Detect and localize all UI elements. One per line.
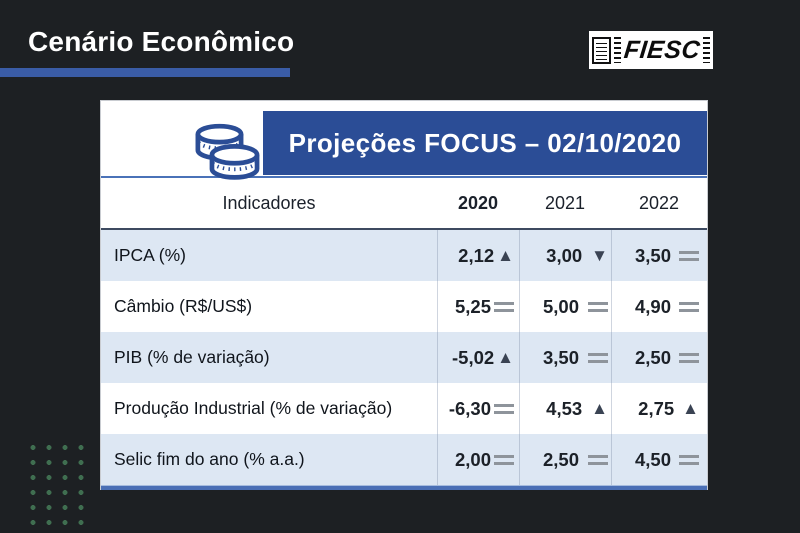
column-header-2022: 2022 bbox=[638, 192, 680, 213]
title-accent-bar bbox=[0, 68, 290, 77]
value-cell: 4,53 ▲ bbox=[519, 383, 611, 434]
trend-up-icon: ▲ bbox=[591, 399, 608, 418]
value-number: 5,25 bbox=[454, 295, 491, 317]
value-number: 4,53 bbox=[546, 397, 583, 419]
value-cell: 4,50 bbox=[611, 434, 707, 485]
value-cell: 2,12 ▲ bbox=[437, 230, 519, 281]
value-number: 4,50 bbox=[634, 448, 671, 470]
trend-equal-icon bbox=[679, 352, 699, 363]
trend-equal-icon bbox=[588, 352, 608, 363]
value-number: 3,00 bbox=[546, 244, 583, 266]
value-number: 3,50 bbox=[634, 244, 671, 266]
value-number: 2,50 bbox=[634, 346, 671, 368]
value-cell: 5,00 bbox=[519, 281, 611, 332]
value-cell: 3,50 bbox=[519, 332, 611, 383]
trend-equal-icon bbox=[494, 454, 514, 465]
value-cell: -6,30 bbox=[437, 383, 519, 434]
value-number: 4,90 bbox=[634, 295, 671, 317]
trend-equal-icon bbox=[679, 250, 699, 261]
value-cell: 2,00 bbox=[437, 434, 519, 485]
indicator-label: IPCA (%) bbox=[114, 245, 186, 265]
table-title-banner: Projeções FOCUS – 02/10/2020 bbox=[263, 111, 707, 175]
trend-equal-icon bbox=[588, 454, 608, 465]
indicator-label: Selic fim do ano (% a.a.) bbox=[114, 449, 305, 469]
column-header-2021: 2021 bbox=[544, 192, 586, 213]
value-number: -6,30 bbox=[448, 397, 491, 419]
coins-icon bbox=[195, 123, 260, 180]
value-cell: 2,75 ▲ bbox=[611, 383, 707, 434]
table-row: Produção Industrial (% de variação) -6,3… bbox=[101, 383, 707, 434]
value-cell: 4,90 bbox=[611, 281, 707, 332]
table-title: Projeções FOCUS – 02/10/2020 bbox=[288, 127, 682, 158]
indicator-label: Câmbio (R$/US$) bbox=[114, 296, 253, 316]
indicator-label: Produção Industrial (% de variação) bbox=[114, 398, 393, 418]
value-cell: 3,00 ▼ bbox=[519, 230, 611, 281]
hatch-lines-icon bbox=[614, 37, 622, 63]
value-number: 3,50 bbox=[542, 346, 579, 368]
column-header-row: Indicadores 2020 2021 2022 bbox=[101, 178, 707, 230]
table-bottom-border bbox=[101, 485, 707, 490]
table-header: Projeções FOCUS – 02/10/2020 bbox=[101, 101, 707, 180]
value-cell: 2,50 bbox=[519, 434, 611, 485]
table-row: Câmbio (R$/US$) 5,25 5,00 4,90 bbox=[101, 281, 707, 332]
trend-equal-icon bbox=[679, 454, 699, 465]
value-cell: -5,02 ▲ bbox=[437, 332, 519, 383]
value-number: 2,12 bbox=[458, 244, 495, 266]
table-row: PIB (% de variação) -5,02 ▲ 3,50 2,50 bbox=[101, 332, 707, 383]
value-number: -5,02 bbox=[452, 346, 495, 368]
value-number: 5,00 bbox=[542, 295, 579, 317]
indicator-label: PIB (% de variação) bbox=[114, 347, 270, 367]
value-cell: 3,50 bbox=[611, 230, 707, 281]
page-title: Cenário Econômico bbox=[28, 26, 295, 57]
trend-equal-icon bbox=[679, 301, 699, 312]
column-header-indicadores: Indicadores bbox=[222, 192, 316, 213]
projections-table-card: Projeções FOCUS – 02/10/2020 Indicadores… bbox=[100, 100, 708, 490]
value-number: 2,50 bbox=[542, 448, 579, 470]
table-body: IPCA (%) 2,12 ▲ 3,00 ▼ 3,50 Câmbio (R$/US$) … bbox=[101, 230, 707, 485]
table-row: Selic fim do ano (% a.a.) 2,00 2,50 4,50 bbox=[101, 434, 707, 485]
fiesc-logo: FIESC bbox=[589, 31, 713, 69]
table-row: IPCA (%) 2,12 ▲ 3,00 ▼ 3,50 bbox=[101, 230, 707, 281]
column-header-2020: 2020 bbox=[457, 192, 499, 213]
value-cell: 5,25 bbox=[437, 281, 519, 332]
value-number: 2,75 bbox=[638, 397, 675, 419]
hatch-lines-icon bbox=[703, 37, 711, 63]
trend-up-icon: ▲ bbox=[497, 246, 514, 265]
trend-up-icon: ▲ bbox=[682, 399, 699, 418]
trend-equal-icon bbox=[494, 403, 514, 414]
fiesc-logo-text: FIESC bbox=[622, 35, 702, 64]
value-cell: 2,50 bbox=[611, 332, 707, 383]
value-number: 2,00 bbox=[454, 448, 491, 470]
trend-up-icon: ▲ bbox=[497, 348, 514, 367]
trend-equal-icon bbox=[494, 301, 514, 312]
fiesc-emblem-icon bbox=[592, 36, 612, 64]
trend-down-icon: ▼ bbox=[591, 246, 608, 265]
dot-grid-decoration bbox=[25, 440, 91, 533]
trend-equal-icon bbox=[588, 301, 608, 312]
